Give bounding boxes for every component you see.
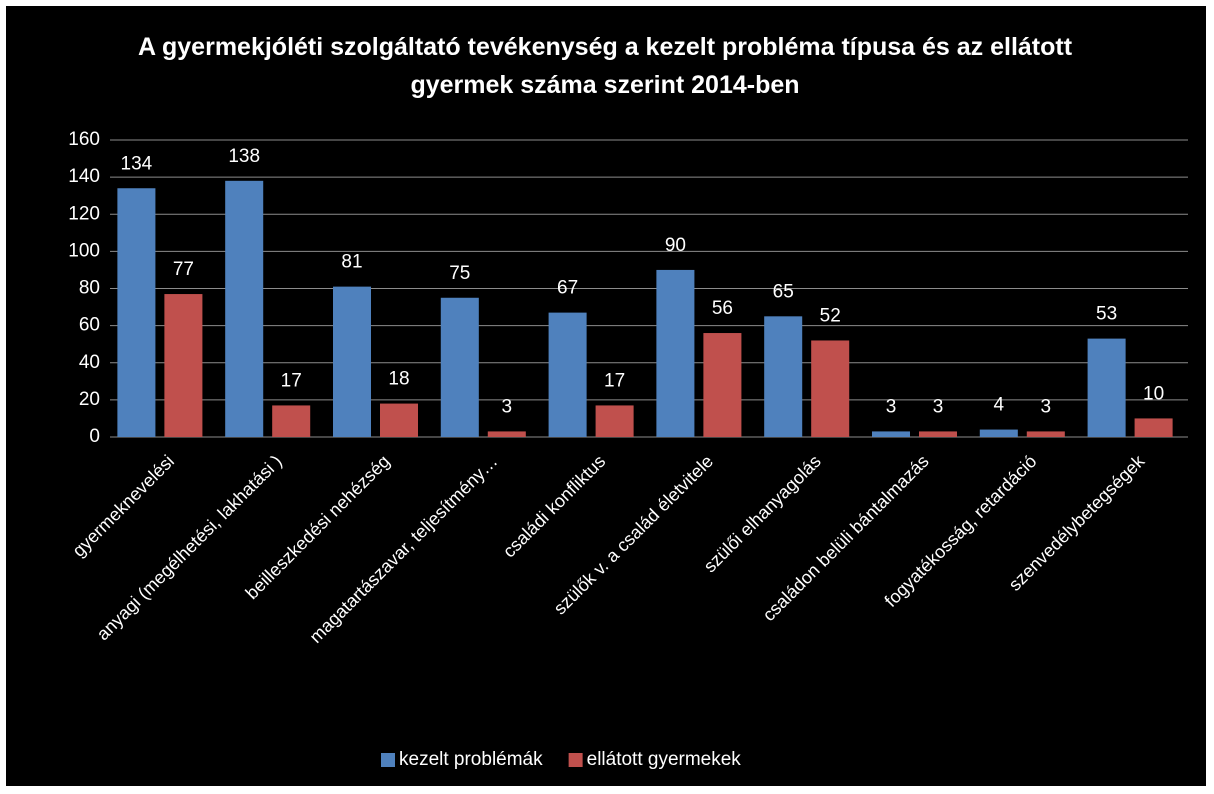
data-label: 4 [994, 395, 1005, 416]
data-label: 134 [121, 153, 153, 174]
y-tick-label: 60 [79, 315, 100, 336]
bar-shade [117, 188, 156, 437]
data-label: 17 [604, 370, 625, 391]
data-label: 65 [773, 281, 794, 302]
y-tick-label: 160 [68, 129, 100, 150]
chart-title: A gyermekjóléti szolgáltató tevékenység … [137, 33, 1073, 99]
data-label: 56 [712, 298, 733, 319]
bar-shade [764, 316, 803, 437]
y-tick-label: 140 [68, 166, 100, 187]
bar-shade [164, 294, 203, 437]
y-tick-label: 100 [68, 240, 100, 261]
data-label: 52 [820, 305, 841, 326]
bar-shade [979, 429, 1018, 437]
bar-shade [1087, 338, 1126, 437]
bar-shade [656, 269, 695, 437]
data-label: 90 [665, 235, 686, 256]
bar-shade [703, 333, 742, 437]
bar-shade [548, 312, 587, 437]
x-tick-label: gyermeknevelési [68, 451, 178, 561]
data-label: 3 [933, 396, 944, 417]
bar-shade [1134, 418, 1173, 437]
data-label: 3 [1041, 396, 1052, 417]
bar-shade [380, 403, 418, 437]
legend-swatch [381, 753, 395, 767]
bar-shade [333, 286, 371, 437]
bar-shade [487, 431, 526, 437]
data-label: 138 [228, 146, 260, 167]
data-label: 81 [341, 252, 362, 273]
x-tick-label: családi konfliktus [499, 451, 609, 561]
data-label: 75 [449, 263, 470, 284]
bar-shade [872, 431, 910, 437]
data-label: 18 [388, 369, 409, 390]
bar-shade [225, 180, 264, 437]
legend-label: kezelt problémák [399, 749, 543, 770]
data-label: 53 [1096, 304, 1117, 325]
data-label: 3 [886, 396, 897, 417]
y-tick-label: 80 [79, 278, 100, 299]
bar-shade [440, 297, 479, 437]
legend-label: ellátott gyermekek [587, 749, 742, 770]
data-label: 3 [502, 396, 513, 417]
bar-shade [272, 405, 311, 437]
y-tick-label: 40 [79, 352, 100, 373]
bar-shade [595, 405, 634, 437]
bar-shade [1026, 431, 1065, 437]
x-tick-label: magatartászavar, teljesítmény… [306, 451, 502, 647]
bar-shade [919, 431, 957, 437]
x-tick-label: szülői elhanyagolás [700, 451, 825, 576]
data-label: 17 [281, 370, 302, 391]
y-tick-label: 120 [68, 203, 100, 224]
data-label: 67 [557, 278, 578, 299]
data-label: 77 [173, 259, 194, 280]
data-label: 10 [1143, 383, 1164, 404]
y-tick-label: 0 [89, 426, 100, 447]
bar-shade [811, 340, 850, 437]
chart-frame [6, 6, 1206, 786]
y-tick-label: 20 [79, 389, 100, 410]
legend-swatch [568, 753, 583, 767]
x-tick-label: anyagi (megélhetési, lakhatási ) [93, 451, 286, 644]
